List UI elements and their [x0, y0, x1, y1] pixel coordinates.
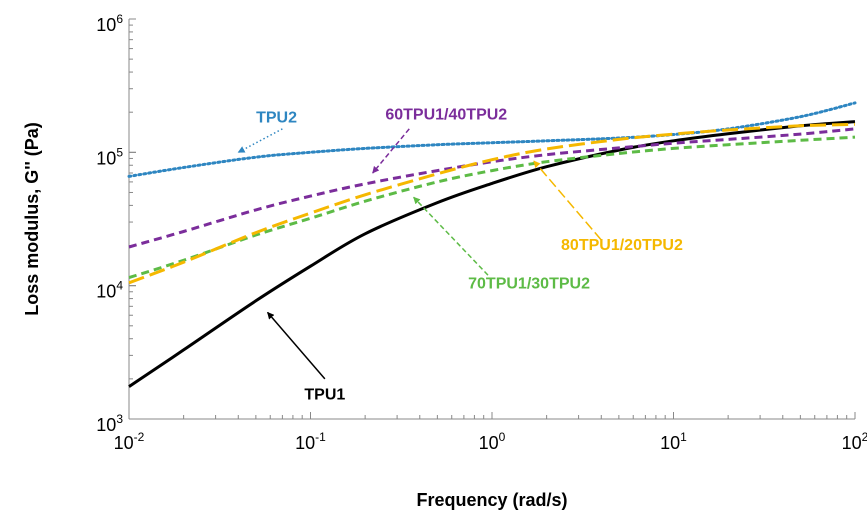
y-tick-label: 105: [96, 145, 123, 168]
x-axis-title: Frequency (rad/s): [416, 490, 567, 510]
axes: [128, 19, 855, 420]
series-label-tpu1: TPU1: [304, 387, 345, 404]
y-axis-title: Loss modulus, G'' (Pa): [22, 122, 42, 316]
minor-ticks: [128, 18, 856, 420]
annotation-arrow-60tpu1-40tpu2: [372, 128, 410, 174]
series-label-60tpu1-40tpu2: 60TPU1/40TPU2: [385, 107, 507, 124]
series-line-80tpu1-20tpu2: [128, 122, 856, 285]
annotation-arrow-70tpu1-30tpu2: [413, 196, 489, 276]
series-lines: [127, 101, 857, 388]
y-tick-labels: 103 104 105 106: [96, 12, 123, 435]
x-tick-label: 101: [660, 430, 687, 453]
x-tick-label: 102: [842, 430, 867, 453]
annotation-arrow-tpu1: [266, 311, 326, 380]
series-label-tpu2: TPU2: [256, 109, 297, 126]
series-line-70tpu1-30tpu2: [128, 135, 856, 280]
y-tick-label: 106: [96, 12, 123, 35]
series-label-70tpu1-30tpu2: 70TPU1/30TPU2: [468, 276, 590, 293]
annotation-arrow-80tpu1-20tpu2: [533, 160, 602, 241]
series-line-60tpu1-40tpu2: [128, 127, 856, 249]
x-tick-label: 10-2: [114, 430, 145, 453]
x-tick-label: 10-1: [295, 430, 326, 453]
series-line-tpu1: [128, 120, 856, 388]
x-tick-labels: 10-2 10-1 100 101 102: [114, 430, 867, 453]
x-tick-label: 100: [479, 430, 506, 453]
annotations: TPU2 60TPU1/40TPU2 80TPU1/20TPU2 70TPU1/30T…: [237, 107, 683, 404]
annotation-arrow-tpu2: [237, 128, 283, 153]
y-tick-label: 104: [96, 279, 123, 302]
y-tick-label: 103: [96, 412, 123, 435]
series-label-80tpu1-20tpu2: 80TPU1/20TPU2: [561, 237, 683, 254]
